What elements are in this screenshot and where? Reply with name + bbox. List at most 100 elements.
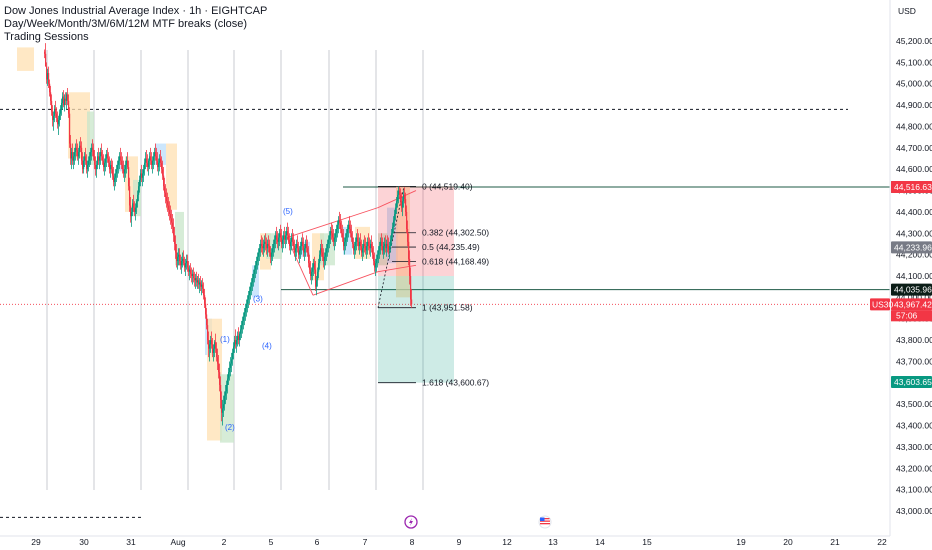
candle-body bbox=[305, 243, 307, 249]
candle bbox=[220, 376, 222, 409]
candle-body bbox=[396, 201, 398, 208]
price-tag-bg bbox=[891, 298, 932, 311]
candle-body bbox=[404, 194, 406, 200]
price-tick-label: 44,000.00 bbox=[896, 292, 932, 302]
candle-body bbox=[135, 207, 137, 212]
candle bbox=[276, 226, 278, 244]
candle bbox=[358, 233, 360, 251]
candle-body bbox=[358, 241, 360, 247]
candle bbox=[302, 233, 304, 251]
candle bbox=[272, 243, 274, 262]
candle-body bbox=[56, 113, 58, 118]
candle bbox=[403, 190, 405, 208]
candle bbox=[180, 254, 182, 270]
candle bbox=[368, 233, 370, 251]
flash-icon[interactable] bbox=[404, 515, 418, 529]
candle bbox=[196, 271, 198, 287]
risk-reward-zone[interactable] bbox=[378, 186, 454, 383]
currency-label[interactable]: USD bbox=[898, 6, 916, 16]
time-axis[interactable]: 29 30 31 Aug 2 5 6 7 8 9 12 13 14 15 19 20 21 22 bbox=[0, 535, 890, 547]
candle bbox=[76, 139, 78, 157]
candle bbox=[356, 233, 358, 251]
candle-body bbox=[81, 147, 83, 161]
candle bbox=[217, 348, 219, 370]
candle-body bbox=[93, 149, 95, 157]
candle-body bbox=[318, 263, 320, 272]
candle bbox=[168, 196, 170, 217]
candle bbox=[317, 267, 319, 287]
candle bbox=[258, 248, 260, 266]
candle-body bbox=[264, 241, 266, 244]
candle bbox=[88, 156, 90, 172]
price-tick-label: 43,700.00 bbox=[896, 356, 932, 366]
candle-body bbox=[384, 243, 386, 247]
candle-body bbox=[348, 224, 350, 229]
indicator-mtf-breaks[interactable]: Day/Week/Month/3M/6M/12M MTF breaks (clo… bbox=[4, 18, 248, 30]
candle-body bbox=[345, 237, 347, 242]
candle bbox=[391, 229, 393, 247]
event-icons[interactable] bbox=[404, 515, 552, 529]
candle bbox=[351, 224, 353, 242]
time-tick-label: 6 bbox=[315, 537, 320, 547]
price-axis[interactable]: 43,000.00 43,100.00 43,200.00 43,300.00 43,4… bbox=[889, 0, 932, 536]
candle bbox=[181, 256, 183, 274]
candle-body bbox=[82, 160, 84, 170]
candle-body bbox=[364, 243, 366, 247]
price-tag: 44,035.96 bbox=[891, 283, 932, 296]
candle bbox=[398, 186, 400, 204]
candle bbox=[83, 156, 85, 174]
candle bbox=[239, 331, 241, 347]
candle-body bbox=[155, 152, 157, 157]
candle bbox=[286, 226, 288, 244]
candle-body bbox=[407, 229, 409, 242]
candle bbox=[234, 335, 236, 353]
candle bbox=[73, 152, 75, 170]
candle bbox=[409, 250, 411, 285]
candle bbox=[238, 327, 240, 345]
candle-body bbox=[317, 271, 319, 281]
candle bbox=[374, 252, 376, 272]
candle bbox=[69, 107, 71, 148]
candle-body bbox=[231, 359, 233, 364]
price-tick-label: 43,500.00 bbox=[896, 399, 932, 409]
candle-body bbox=[86, 160, 88, 170]
candle-body bbox=[390, 239, 392, 247]
candle bbox=[163, 167, 165, 191]
candle bbox=[59, 109, 61, 127]
candle bbox=[137, 190, 139, 208]
us-flag-icon[interactable] bbox=[538, 515, 552, 529]
candle bbox=[349, 216, 351, 234]
candle-body bbox=[257, 256, 259, 262]
candle bbox=[298, 241, 300, 259]
candle-body bbox=[262, 246, 264, 249]
candle bbox=[379, 241, 381, 259]
fibonacci-levels[interactable]: 0 (44,519.40) 0.382 (44,302.50) 0.5 (44,23… bbox=[377, 181, 489, 388]
candle bbox=[169, 201, 171, 221]
candle-body bbox=[287, 231, 289, 236]
candle bbox=[279, 229, 281, 247]
indicator-trading-sessions[interactable]: Trading Sessions bbox=[4, 31, 89, 43]
chart-title[interactable]: Dow Jones Industrial Average Index · 1h … bbox=[4, 5, 268, 17]
candle-body bbox=[197, 280, 199, 283]
candle bbox=[281, 229, 283, 249]
session-box bbox=[68, 92, 90, 159]
candle-body bbox=[373, 254, 375, 262]
candle bbox=[330, 226, 332, 244]
candle bbox=[136, 199, 138, 215]
candle-body bbox=[157, 160, 159, 168]
candle-body bbox=[279, 233, 281, 238]
candle bbox=[128, 160, 130, 191]
candle-body bbox=[52, 111, 54, 121]
candle-body bbox=[244, 312, 246, 317]
session-boxes bbox=[17, 47, 410, 443]
candle-body bbox=[147, 162, 149, 168]
candle bbox=[65, 92, 67, 106]
candle-body bbox=[313, 263, 315, 268]
candle bbox=[355, 237, 357, 255]
candle-body bbox=[263, 243, 265, 249]
candle-body bbox=[221, 399, 223, 413]
candle-body bbox=[392, 226, 394, 234]
candle-body bbox=[185, 263, 187, 268]
candle-body bbox=[367, 241, 369, 247]
